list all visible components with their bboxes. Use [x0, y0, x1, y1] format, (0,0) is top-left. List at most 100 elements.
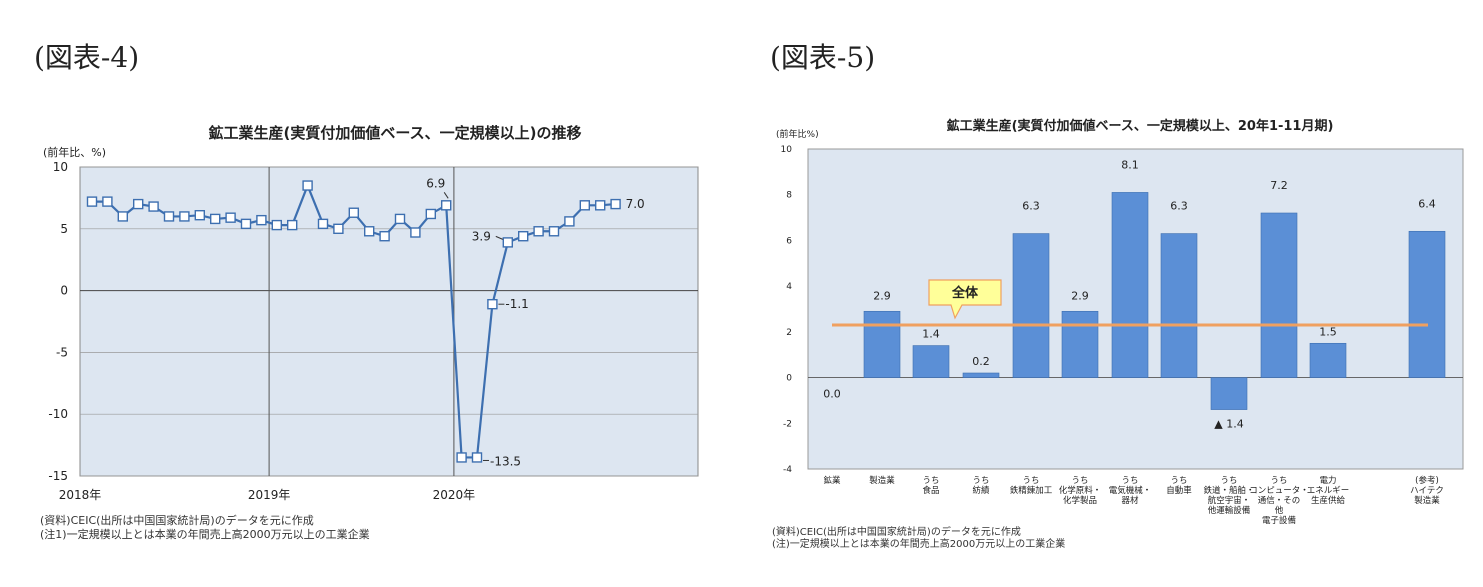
chart2-category-label: うち紡績 [972, 476, 990, 496]
chart1-data-point [117, 211, 129, 222]
chart2-category-label: うちコンピュータ・通信・その他電子設備 [1249, 476, 1309, 526]
chart1-data-point [456, 452, 467, 463]
chart2-y-unit: (前年比%) [776, 128, 819, 140]
chart2-value-label: ▲ 1.4 [1214, 418, 1243, 431]
chart1-data-point [194, 210, 206, 221]
chart2-bar [1061, 310, 1099, 378]
chart2-value-label: 8.1 [1121, 158, 1139, 171]
chart1-annotation-leader [443, 192, 449, 199]
chart2-bar [863, 310, 901, 378]
chart2-bar [1012, 233, 1050, 378]
chart1-data-point [533, 226, 544, 237]
chart1-y-tick: -5 [56, 345, 68, 359]
chart2-category-label: 鉱業 [823, 475, 841, 486]
chart1-y-tick: -10 [48, 407, 68, 421]
chart2-value-label: 1.4 [922, 328, 940, 341]
figure-5-label: (図表-5) [770, 41, 876, 74]
chart1-data-point [595, 200, 606, 211]
chart1-x-tick: 2018年 [59, 488, 102, 502]
chart1-data-point [256, 214, 267, 226]
chart2-source-note: (資料)CEIC(出所は中国国家統計局)のデータを元に作成 [772, 527, 1021, 538]
chart2-value-label: 1.5 [1319, 325, 1337, 338]
chart1-data-point [579, 200, 590, 211]
chart1-data-point [379, 231, 390, 242]
chart2-bar [1408, 230, 1446, 378]
chart1-data-point [271, 219, 282, 231]
chart2-title: 鉱工業生産(実質付加価値ベース、一定規模以上、20年1-11月期) [947, 118, 1334, 134]
chart1-data-point [209, 213, 221, 225]
chart2-bar [1160, 233, 1198, 378]
chart2-value-label: 6.4 [1418, 197, 1436, 210]
chart2-category-label: うち自動車 [1166, 476, 1192, 496]
chart1-data-point [610, 198, 621, 210]
chart1-data-point [240, 218, 252, 230]
chart2-bar [962, 372, 1000, 378]
chart2-category-label: (参考)ハイテク製造業 [1410, 475, 1444, 506]
chart1-annotation: 7.0 [626, 197, 645, 211]
chart2-y-tick: 2 [786, 328, 792, 338]
chart1-data-point [487, 298, 498, 310]
chart1-data-point [163, 211, 175, 222]
chart2-category-label: うち電気機械・器材 [1109, 476, 1152, 506]
chart2-category-label: うち鉄精錬加工 [1010, 476, 1053, 496]
chart1-data-point [364, 226, 375, 237]
chart1-y-tick: 5 [60, 222, 68, 236]
chart1-annotation: -13.5 [490, 454, 521, 468]
chart2-y-tick: 6 [786, 236, 792, 246]
chart2-y-tick: 8 [786, 191, 792, 201]
chart1-data-point [317, 218, 329, 230]
chart1-annotation: 6.9 [426, 176, 445, 190]
chart2-y-tick: 4 [786, 282, 792, 292]
chart2-category-label: 製造業 [869, 475, 895, 486]
chart1-data-point [225, 212, 236, 223]
chart1-data-point [564, 216, 575, 227]
chart1-data-point [348, 207, 359, 218]
chart1-data-point [132, 198, 144, 210]
chart1-data-point [548, 226, 560, 237]
chart1-y-unit: (前年比、%) [43, 145, 106, 159]
chart1-annotation: -1.1 [505, 297, 528, 311]
chart1-x-tick: 2020年 [433, 488, 476, 502]
chart1-data-point [471, 452, 483, 463]
chart1-annotation-leader [495, 235, 503, 240]
chart1-definition-note: (注1)一定規模以上とは本業の年間売上高2000万元以上の工業企業 [40, 528, 370, 541]
chart1-data-point [148, 201, 159, 212]
chart1-data-point [86, 196, 98, 207]
line-chart: 鉱工業生産(実質付加価値ベース、一定規模以上)の推移 (前年比、%)10 5 0 -5 -… [43, 124, 699, 502]
chart1-source-note: (資料)CEIC(出所は中国国家統計局)のデータを元に作成 [40, 514, 314, 527]
chart2-definition-note: (注)一定規模以上とは本業の年間売上高2000万元以上の工業企業 [772, 539, 1066, 550]
chart1-data-point [333, 223, 344, 235]
chart1-y-tick: 10 [53, 160, 68, 174]
chart1-y-tick: 0 [60, 284, 68, 298]
chart1-data-point [102, 196, 113, 207]
chart2-category-label: 電力エネルギー生産供給 [1307, 475, 1350, 506]
chart2-category-label: うち鉄道・船舶・航空宇宙・他運輸設備 [1203, 476, 1254, 516]
chart1-annotation: 3.9 [472, 229, 491, 243]
chart2-value-label: 2.9 [1071, 289, 1089, 302]
chart1-data-point [441, 200, 452, 211]
chart2-y-tick: 0 [786, 374, 792, 384]
chart2-value-label: 6.3 [1022, 200, 1040, 213]
chart1-data-point [287, 219, 298, 231]
chart1-y-tick: -15 [48, 469, 68, 483]
chart2-bar [1210, 377, 1248, 410]
chart2-bar [1111, 192, 1149, 378]
chart2-y-tick: -4 [783, 465, 792, 475]
chart1-data-point [518, 231, 529, 242]
chart2-bar [912, 345, 950, 378]
chart1-data-point [502, 237, 513, 248]
chart1-data-point [410, 227, 421, 238]
chart2-bar [1260, 212, 1298, 378]
chart2-reference-label: 全体 [951, 285, 979, 301]
chart2-category-label: うち食品 [922, 476, 939, 496]
chart1-data-point [394, 213, 406, 225]
figure-4-label: (図表-4) [34, 41, 140, 74]
chart2-value-label: 0.0 [823, 388, 841, 401]
chart2-category-label: うち化学原料・化学製品 [1059, 476, 1102, 506]
chart2-bar [1309, 342, 1347, 378]
chart2-value-label: 6.3 [1170, 200, 1188, 213]
chart1-x-tick: 2019年 [248, 488, 291, 502]
chart2-value-label: 2.9 [873, 289, 891, 302]
chart1-title: 鉱工業生産(実質付加価値ベース、一定規模以上)の推移 [209, 124, 582, 142]
